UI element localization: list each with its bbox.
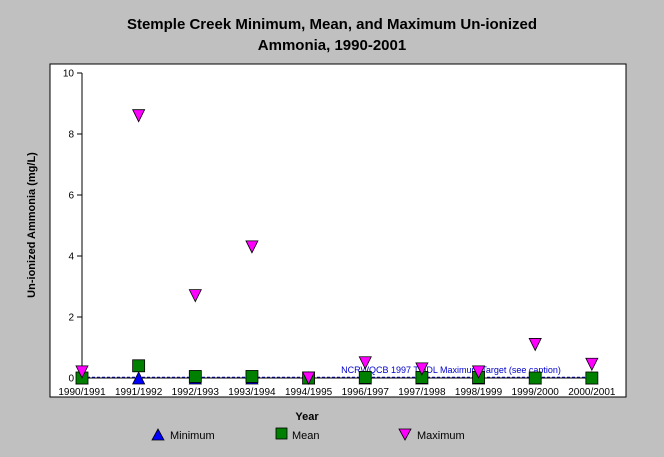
- y-tick-label: 4: [68, 252, 74, 263]
- y-tick-label: 2: [68, 313, 74, 324]
- point-maximum: [358, 356, 372, 370]
- legend-label-maximum: Maximum: [417, 430, 465, 442]
- point-mean: [585, 371, 599, 385]
- point-maximum: [415, 362, 429, 376]
- x-tick-label: 1996/1997: [342, 387, 390, 398]
- point-mean: [358, 370, 372, 384]
- point-maximum: [585, 357, 599, 372]
- point-minimum: [132, 371, 146, 385]
- point-maximum: [528, 338, 542, 352]
- point-maximum: [132, 109, 146, 123]
- legend-marker-mean: [275, 427, 288, 440]
- x-tick-label: 1997/1998: [398, 387, 446, 398]
- point-mean: [528, 371, 542, 385]
- point-mean: [132, 359, 146, 373]
- y-tick-label: 8: [68, 130, 74, 141]
- y-tick-label: 0: [68, 374, 74, 385]
- legend-label-mean: Mean: [292, 430, 320, 442]
- legend-label-minimum: Minimum: [170, 430, 215, 442]
- legend-marker-minimum: [151, 428, 165, 441]
- x-tick-label: 1998/1999: [455, 387, 503, 398]
- x-tick-label: 1999/2000: [512, 387, 560, 398]
- plot-area: [82, 73, 597, 378]
- x-tick-label: 1992/1993: [172, 387, 220, 398]
- point-maximum: [188, 289, 202, 303]
- point-maximum: [471, 365, 486, 379]
- point-mean: [245, 370, 259, 383]
- point-maximum: [245, 240, 259, 254]
- legend-marker-maximum: [398, 428, 412, 441]
- legend: Minimum Mean Maximum: [151, 427, 465, 442]
- x-axis-label: Year: [295, 411, 319, 423]
- x-tick-label: 2000/2001: [568, 387, 616, 398]
- target-label: NCRWQCB 1997 TMDL Maximum Target (see ca…: [341, 365, 561, 375]
- chart-title-line2: Ammonia, 1990-2001: [258, 37, 406, 54]
- point-maximum: [75, 365, 89, 379]
- x-tick-label: 1991/1992: [115, 387, 163, 398]
- chart-title-line1: Stemple Creek Minimum, Mean, and Maximum…: [127, 16, 537, 33]
- x-tick-label: 1990/1991: [58, 387, 106, 398]
- y-tick-label: 6: [68, 191, 74, 202]
- x-tick-label: 1994/1995: [285, 387, 333, 398]
- point-mean: [188, 370, 202, 383]
- point-maximum: [301, 371, 316, 385]
- x-tick-label: 1993/1994: [228, 387, 276, 398]
- y-axis-label: Un-ionized Ammonia (mg/L): [26, 152, 38, 298]
- y-tick-label: 10: [63, 69, 75, 80]
